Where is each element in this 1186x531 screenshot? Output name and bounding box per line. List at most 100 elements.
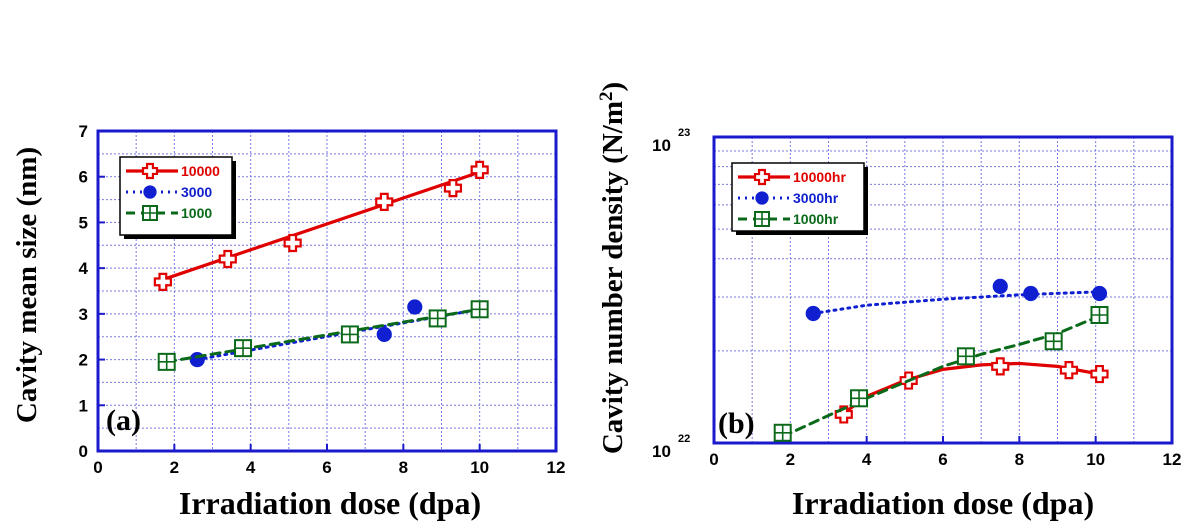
- data-point-plus: [1091, 307, 1108, 323]
- x-tick-label: 12: [1163, 450, 1182, 469]
- y-tick-label: 6: [79, 168, 88, 187]
- y-tick-base: 10: [652, 136, 671, 155]
- data-point: [1023, 285, 1039, 302]
- x-tick-label: 10: [470, 458, 489, 477]
- data-point-plus: [235, 340, 252, 357]
- legend-marker-plus: [755, 212, 769, 226]
- x-axis-title: Irradiation dose (dpa): [179, 485, 481, 521]
- data-point: [234, 339, 253, 358]
- y-axis-title-text: Cavity number density (N/m: [597, 101, 629, 454]
- y-tick-label: 10 22: [652, 433, 690, 461]
- data-point: [189, 351, 205, 368]
- y-axis-title: Cavity number density (N/m2): [596, 82, 629, 454]
- x-tick-label: 2: [170, 458, 179, 477]
- x-tick-label: 8: [1015, 450, 1024, 469]
- chart-a: 0 2 4 6 8 10 12012345671000030001000(a)Irradia…: [11, 122, 565, 521]
- data-point: [470, 300, 489, 319]
- series-line: [842, 361, 1102, 415]
- chart-b: 0 2 4 6 8 10 12 10 22 10 23 10000hr 3000hr 1000hr (b) I…: [596, 82, 1181, 521]
- series-line: [161, 170, 482, 282]
- y-axis-title-superscript: 2: [596, 92, 617, 102]
- x-tick-label: 6: [938, 450, 947, 469]
- data-point: [218, 249, 237, 269]
- data-point: [428, 309, 447, 328]
- y-tick-label: 2: [79, 351, 88, 370]
- data-point-plus: [1045, 333, 1062, 350]
- legend-label: 10000: [181, 163, 220, 179]
- legend-label: 1000: [181, 205, 212, 221]
- legend-marker: [755, 191, 769, 205]
- data-point-plus: [851, 390, 868, 407]
- data-point: [992, 278, 1008, 294]
- legend-marker-plus: [143, 206, 157, 220]
- data-point: [834, 405, 853, 424]
- legend-marker: [754, 211, 770, 227]
- series-10000hr: [834, 357, 1109, 424]
- series-3000hr: [805, 278, 1108, 322]
- x-tick-label: 0: [709, 450, 718, 469]
- legend-item: 1000: [126, 205, 212, 221]
- series-line: [165, 307, 482, 364]
- data-point: [850, 389, 869, 408]
- panel-label: (b): [718, 407, 755, 440]
- y-axis-title-text: Cavity mean size (nm): [11, 147, 43, 423]
- data-point: [470, 160, 489, 179]
- legend-label: 3000hr: [793, 190, 839, 206]
- y-tick-label: 5: [79, 213, 88, 232]
- data-point: [1091, 285, 1108, 302]
- data-point: [1059, 361, 1079, 380]
- legend-marker: [142, 205, 158, 221]
- data-point: [340, 325, 359, 344]
- legend: 10000 3000 1000: [119, 156, 236, 239]
- y-tick-label: 4: [79, 259, 89, 278]
- x-tick-label: 2: [786, 450, 795, 469]
- y-tick-exponent: 22: [678, 433, 690, 445]
- data-point: [956, 347, 975, 366]
- series-line: [781, 314, 1101, 439]
- y-axis-title: Cavity mean size (nm): [11, 147, 43, 423]
- y-tick-label: 3: [79, 305, 88, 324]
- legend-label: 1000hr: [793, 211, 839, 227]
- panel-label: (a): [106, 404, 141, 437]
- y-tick-label: 1: [79, 396, 88, 415]
- y-axis-title-close: ): [597, 82, 629, 92]
- y-tick-label: 7: [79, 122, 88, 141]
- data-point-plus: [957, 348, 974, 365]
- legend-marker: [753, 168, 771, 186]
- legend-item: 1000hr: [738, 211, 839, 227]
- x-tick-label: 8: [399, 458, 408, 477]
- x-tick-label: 10: [1086, 450, 1105, 469]
- series-1000hr: [773, 305, 1109, 442]
- legend-item: 10000hr: [738, 168, 846, 186]
- x-tick-label: 4: [246, 458, 256, 477]
- legend-label: 3000: [181, 184, 212, 200]
- data-point: [1090, 305, 1109, 324]
- data-point-plus: [471, 301, 488, 318]
- data-point: [407, 299, 423, 315]
- x-tick-label: 0: [93, 458, 102, 477]
- legend: 10000hr 3000hr 1000hr: [731, 162, 868, 235]
- y-tick-exponent: 23: [678, 127, 690, 139]
- data-point-plus: [158, 353, 175, 370]
- legend-item: 10000: [126, 162, 220, 180]
- data-point: [443, 179, 463, 198]
- legend-marker: [143, 185, 157, 199]
- x-tick-label: 4: [862, 450, 872, 469]
- data-point-plus: [341, 326, 358, 343]
- y-tick-label: 10 23: [652, 127, 690, 155]
- data-point: [376, 326, 392, 343]
- x-tick-label: 6: [322, 458, 331, 477]
- data-point: [1044, 332, 1063, 351]
- legend-label: 10000hr: [793, 169, 846, 185]
- data-point: [153, 272, 172, 291]
- data-point: [157, 352, 176, 371]
- data-point-plus: [774, 424, 791, 441]
- legend-item: 3000: [126, 184, 212, 200]
- x-axis-title: Irradiation dose (dpa): [792, 485, 1094, 521]
- legend-item: 3000hr: [738, 190, 839, 206]
- legend-marker: [141, 162, 159, 180]
- data-point: [805, 305, 821, 322]
- data-point: [283, 233, 302, 253]
- series-10000: [153, 160, 489, 291]
